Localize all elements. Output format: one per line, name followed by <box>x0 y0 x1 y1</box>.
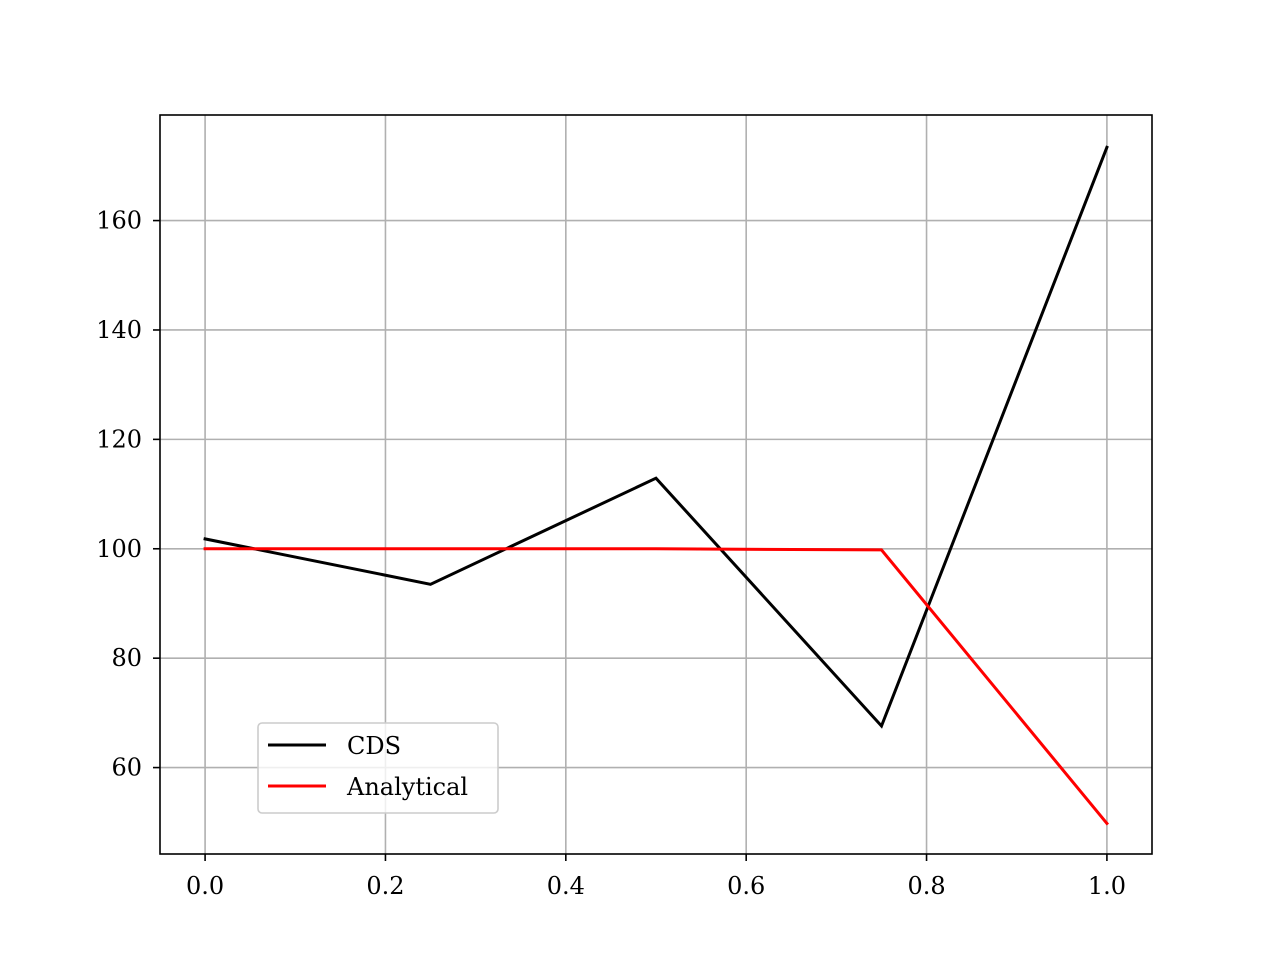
x-tick-label: 0.2 <box>366 872 404 900</box>
x-tick-label: 0.4 <box>547 872 585 900</box>
y-tick-label: 160 <box>96 207 142 235</box>
x-tick-label: 0.0 <box>186 872 224 900</box>
y-tick-label: 60 <box>111 754 142 782</box>
x-tick-label: 0.8 <box>907 872 945 900</box>
plot-area-frame <box>159 114 1153 855</box>
legend-label-cds: CDS <box>347 732 401 760</box>
y-tick-label: 140 <box>96 316 142 344</box>
axis-ticks: 0.0 0.2 0.4 0.6 0.8 1.0 60 80 100 120 140 160 <box>96 207 1126 900</box>
series-line-analytical <box>203 547 1110 826</box>
x-tick-label: 1.0 <box>1088 872 1126 900</box>
y-tick-label: 120 <box>96 425 142 453</box>
y-tick-label: 100 <box>96 535 142 563</box>
y-tick-label: 80 <box>111 644 142 672</box>
x-tick-label: 0.6 <box>727 872 765 900</box>
legend: CDS Analytical <box>257 722 499 814</box>
legend-label-analytical: Analytical <box>346 773 468 801</box>
plot-series <box>203 145 1110 826</box>
